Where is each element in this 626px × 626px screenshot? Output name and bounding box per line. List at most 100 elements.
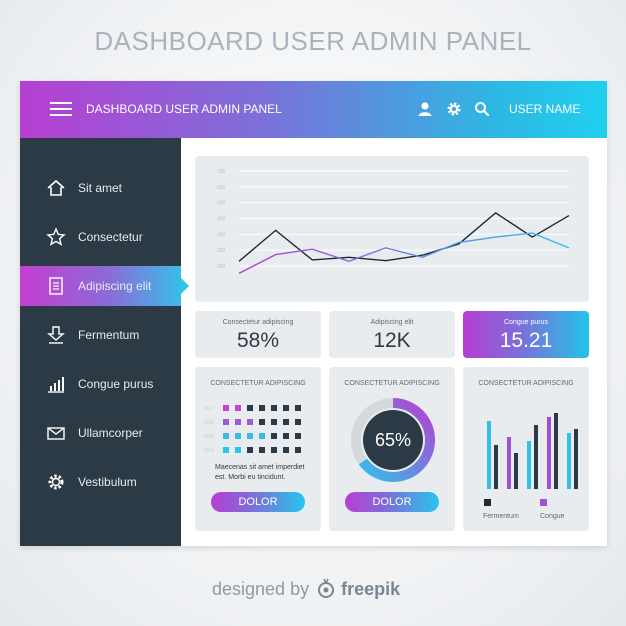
dot-cell bbox=[295, 419, 301, 425]
dot-cell bbox=[247, 405, 253, 411]
bar-congue bbox=[534, 425, 538, 489]
search-icon[interactable] bbox=[473, 100, 491, 118]
bar-fermentum bbox=[487, 421, 491, 489]
dolor-button[interactable]: DOLOR bbox=[345, 492, 439, 512]
y-tick-label: 600 bbox=[217, 185, 226, 191]
dot-cell bbox=[283, 433, 289, 439]
sidebar-item-fermentum[interactable]: Fermentum bbox=[20, 315, 181, 355]
legend-swatch-congue bbox=[540, 499, 547, 506]
dot-cell bbox=[259, 433, 265, 439]
legend-swatch-fermentum bbox=[484, 499, 491, 506]
bar-congue bbox=[574, 429, 578, 489]
desc-line: est. Morbi eu tincidunt. bbox=[215, 474, 286, 481]
freepik-logo-icon bbox=[318, 578, 335, 598]
stat-value: 15.21 bbox=[499, 329, 553, 352]
card-label: CONSECTETUR ADIPISCING bbox=[344, 380, 440, 387]
footer-credit: designed by freepik bbox=[212, 578, 400, 600]
y-tick-label: 200 bbox=[217, 248, 226, 254]
topbar: DASHBOARD USER ADMIN PANEL USER NAME bbox=[20, 81, 607, 138]
stat-card-highlight: Congue purus 15.21 bbox=[463, 311, 589, 358]
footer-brand: freepik bbox=[341, 578, 401, 599]
dot-cell bbox=[259, 419, 265, 425]
bar-chart bbox=[487, 413, 578, 489]
dot-cell bbox=[295, 405, 301, 411]
bar-fermentum bbox=[507, 437, 511, 489]
dot-cell bbox=[247, 447, 253, 453]
gear-icon[interactable] bbox=[445, 100, 463, 118]
home-icon bbox=[47, 179, 65, 196]
dot-cell bbox=[283, 447, 289, 453]
dot-cell bbox=[223, 405, 229, 411]
bar-congue bbox=[494, 445, 498, 489]
card-description: Maecenas sit amet imperdiet est. Morbi e… bbox=[215, 463, 315, 483]
gauge: 65% bbox=[351, 398, 435, 482]
sidebar-item-sit-amet[interactable]: Sit amet bbox=[20, 168, 181, 208]
sidebar-item-consectetur[interactable]: Consectetur bbox=[20, 217, 181, 257]
row-label: 2014 bbox=[203, 448, 214, 454]
menu-icon[interactable] bbox=[50, 102, 72, 116]
line-chart-card: 700 600 500 400 300 200 100 bbox=[195, 156, 589, 302]
sidebar-item-label: Fermentum bbox=[78, 328, 140, 342]
topbar-title: DASHBOARD USER ADMIN PANEL bbox=[86, 102, 282, 116]
dot-cell bbox=[223, 447, 229, 453]
bar-congue bbox=[554, 413, 558, 489]
dolor-button[interactable]: DOLOR bbox=[211, 492, 305, 512]
row-label: 2017 bbox=[203, 406, 214, 412]
dot-cell bbox=[295, 433, 301, 439]
user-icon[interactable] bbox=[416, 100, 434, 118]
admin-panel: DASHBOARD USER ADMIN PANEL USER NAME Sit… bbox=[20, 81, 607, 546]
dot-cell bbox=[271, 419, 277, 425]
dot-cell bbox=[271, 447, 277, 453]
dot-cell bbox=[259, 405, 265, 411]
dot-cell bbox=[235, 447, 241, 453]
sidebar-item-label: Sit amet bbox=[78, 181, 123, 195]
sidebar-item-ullamcorper[interactable]: Ullamcorper bbox=[20, 413, 181, 453]
dot-cell bbox=[235, 419, 241, 425]
sidebar-item-congue-purus[interactable]: Congue purus bbox=[20, 364, 181, 404]
download-icon bbox=[47, 326, 65, 344]
page-title: DASHBOARD USER ADMIN PANEL bbox=[94, 26, 532, 56]
gauge-value: 65% bbox=[375, 430, 411, 450]
bar-chart-icon bbox=[48, 377, 64, 393]
gauge-arc bbox=[351, 398, 435, 482]
sidebar-item-label: Adipiscing elit bbox=[78, 279, 152, 293]
bar-fermentum bbox=[527, 441, 531, 489]
bar-fermentum bbox=[567, 433, 571, 489]
main-content: 700 600 500 400 300 200 100 Consectetur adipis… bbox=[181, 138, 607, 546]
dot-cell bbox=[247, 419, 253, 425]
dot-cell bbox=[295, 447, 301, 453]
card-label: CONSECTETUR ADIPISCING bbox=[210, 380, 306, 387]
stat-card: Consectetur adipiscing 58% bbox=[195, 311, 321, 358]
row-label: 2015 bbox=[203, 434, 214, 440]
stat-value: 58% bbox=[236, 329, 280, 352]
sidebar-item-vestibulum[interactable]: Vestibulum bbox=[20, 462, 181, 502]
document-icon bbox=[49, 277, 63, 295]
sidebar-item-adipiscing-elit[interactable]: Adipiscing elit bbox=[20, 266, 189, 306]
bar-congue bbox=[514, 453, 518, 489]
dots-card: CONSECTETUR ADIPISCING 2017 2016 2015 2014 … bbox=[195, 367, 321, 531]
y-tick-label: 100 bbox=[217, 264, 226, 270]
username-link[interactable]: USER NAME bbox=[509, 102, 581, 116]
y-tick-label: 300 bbox=[217, 232, 226, 238]
y-tick-label: 700 bbox=[217, 169, 226, 175]
dot-cell bbox=[235, 405, 241, 411]
stat-value: 12K bbox=[373, 329, 411, 352]
dot-cell bbox=[247, 433, 253, 439]
sidebar-item-label: Ullamcorper bbox=[78, 426, 143, 440]
legend-label: Fermentum bbox=[483, 513, 519, 520]
star-icon bbox=[46, 227, 66, 246]
legend-label: Congue bbox=[540, 513, 565, 520]
dot-cell bbox=[259, 447, 265, 453]
stat-card: Adipiscing elit 12K bbox=[329, 311, 455, 358]
gauge-card: CONSECTETUR ADIPISCING 65% DOLOR bbox=[329, 367, 455, 531]
dot-matrix: 2017 2016 2015 2014 bbox=[203, 405, 301, 454]
line-series-0 bbox=[238, 211, 570, 262]
card-label: CONSECTETUR ADIPISCING bbox=[478, 380, 574, 387]
bars-card: CONSECTETUR ADIPISCING Fermentum Congue bbox=[463, 367, 589, 531]
stat-label: Congue purus bbox=[504, 319, 548, 326]
bar-fermentum bbox=[547, 417, 551, 489]
gauge-center bbox=[363, 410, 423, 470]
y-tick-label: 400 bbox=[217, 217, 226, 223]
dot-cell bbox=[271, 433, 277, 439]
dot-cell bbox=[283, 405, 289, 411]
